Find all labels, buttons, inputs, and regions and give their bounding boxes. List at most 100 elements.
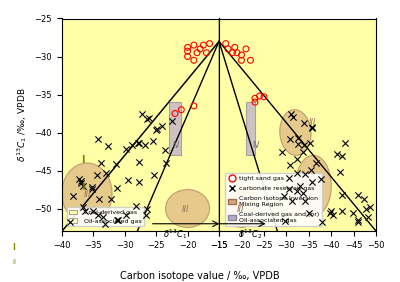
Point [289,199,295,203]
Point [361,197,367,202]
Point [76,177,83,181]
Point [135,141,142,146]
Ellipse shape [166,190,210,228]
Text: I: I [12,243,15,252]
Point [252,96,258,101]
Text: II: II [12,259,16,265]
Point [308,167,314,172]
Point [302,199,309,204]
Point [94,173,100,177]
Point [70,194,76,199]
Point [330,213,336,217]
Point [191,43,197,47]
Point [89,185,95,190]
Point [288,111,294,116]
Point [102,221,108,226]
Point [105,144,112,148]
Point [247,58,254,63]
Point [159,124,166,129]
Text: II: II [81,182,86,191]
Point [243,47,249,51]
Point [98,161,104,166]
Point [287,136,293,141]
Point [115,218,121,222]
Point [279,150,286,154]
Point [162,147,168,152]
Point [184,45,191,50]
Point [114,217,120,222]
Point [363,207,369,212]
Point [129,143,135,147]
Point [222,41,229,46]
Text: I: I [81,155,84,165]
Text: $\delta^{13}C_2$: $\delta^{13}C_2$ [238,228,263,241]
Point [300,150,306,155]
Point [234,50,240,55]
Text: $\delta^{13}C_1$: $\delta^{13}C_1$ [163,228,187,241]
Point [313,161,320,166]
Point [327,211,333,215]
Point [168,118,175,123]
Point [135,141,141,145]
Point [184,54,191,59]
Point [282,219,288,224]
Point [172,111,178,116]
Point [139,112,145,116]
Point [342,141,349,145]
Ellipse shape [62,163,112,224]
Point [153,127,159,132]
Point [307,140,313,145]
Point [300,142,307,147]
Point [136,160,142,164]
Point [328,208,334,213]
Point [225,47,231,51]
Point [355,220,361,224]
Point [154,127,160,131]
Point [100,215,107,220]
Point [80,205,86,210]
Point [144,116,150,121]
Point [123,147,130,151]
Point [355,193,361,197]
Bar [246,102,255,155]
Point [142,143,148,147]
Point [82,209,89,214]
Point [144,207,150,211]
Point [89,186,95,191]
Point [339,153,346,158]
Text: IV: IV [172,141,179,150]
Point [354,217,361,222]
Point [191,104,197,108]
Text: Carbon isotope value / ‰, VPDB: Carbon isotope value / ‰, VPDB [120,271,280,281]
Point [103,171,109,175]
Point [203,50,210,55]
Point [80,184,86,188]
Point [287,163,293,168]
Point [309,125,315,130]
Point [308,180,315,185]
Text: III: III [84,190,91,199]
Point [184,49,191,54]
Ellipse shape [280,110,311,155]
Point [113,162,120,166]
Point [281,194,288,198]
Point [238,58,245,63]
Point [294,142,301,146]
Point [261,94,267,99]
Point [350,210,356,215]
Point [290,114,296,119]
Legend:   Coal-derived gas,   Oil-associated gas: Coal-derived gas, Oil-associated gas [66,207,144,226]
Point [163,161,169,165]
Point [143,213,149,218]
Point [286,175,292,180]
Point [151,173,158,177]
Point [200,43,206,47]
Point [294,188,300,193]
Text: IV: IV [253,141,260,150]
Point [197,47,203,51]
Point [146,116,152,121]
Point [123,213,129,217]
Point [296,183,303,188]
Point [125,177,131,182]
Point [256,94,263,98]
